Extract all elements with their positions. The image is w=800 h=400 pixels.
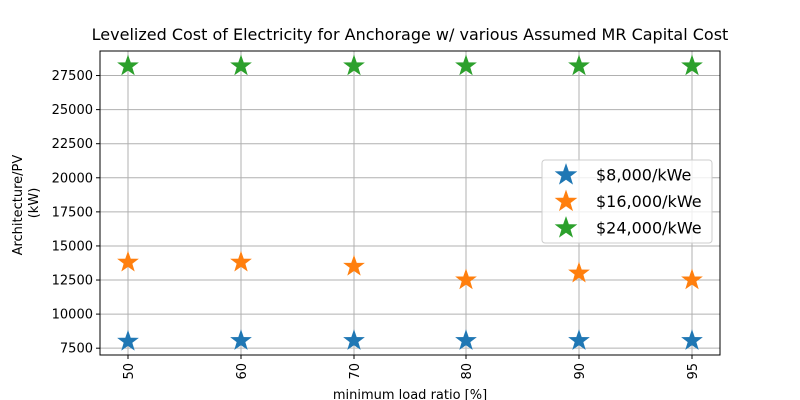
data-point <box>343 254 365 276</box>
x-tick-label: 70 <box>348 363 363 380</box>
y-tick-label: 27500 <box>52 69 93 84</box>
x-tick-label: 60 <box>235 363 250 380</box>
y-tick-label: 20000 <box>52 171 93 186</box>
plot-area: 7500 10000 12500 15000 17500 20000 22500 25000 2… <box>52 50 721 380</box>
y-tick-label: 7500 <box>60 342 93 357</box>
y-tick-label: 22500 <box>52 137 93 152</box>
series-2 <box>117 250 703 290</box>
data-point <box>117 54 139 76</box>
data-point <box>343 54 365 76</box>
series-3 <box>117 54 703 76</box>
y-axis-label-line-1: Architecture/PV <box>11 155 26 256</box>
data-point <box>681 54 703 76</box>
data-point <box>681 268 703 290</box>
y-axis-label-line-2: (kW) <box>27 188 42 219</box>
data-point <box>343 329 365 350</box>
legend-label: $8,000/kWe <box>596 166 691 185</box>
y-tick-label: 17500 <box>52 205 93 220</box>
data-point <box>230 54 252 76</box>
data-point <box>230 250 252 272</box>
axes-frame <box>99 50 721 356</box>
x-tick-label: 80 <box>460 363 475 380</box>
legend-item: $24,000/kWe <box>554 216 702 238</box>
y-tick-label: 10000 <box>52 308 93 323</box>
data-point <box>568 329 590 350</box>
data-point <box>455 268 477 290</box>
data-point <box>681 329 703 350</box>
data-point <box>230 329 252 350</box>
legend-box <box>541 159 713 244</box>
chart-title: Levelized Cost of Electricity for Anchor… <box>92 25 729 44</box>
x-tick-label: 50 <box>122 363 137 380</box>
legend-item: $16,000/kWe <box>554 189 702 212</box>
legend-marker <box>554 216 578 238</box>
data-point <box>117 329 139 351</box>
series-1 <box>117 329 703 351</box>
legend-marker <box>554 163 578 185</box>
data-point <box>568 54 590 76</box>
legend-label: $24,000/kWe <box>596 219 702 238</box>
data-point <box>455 329 477 350</box>
legend-marker <box>554 189 578 212</box>
legend-item: $8,000/kWe <box>554 163 691 185</box>
y-tick-label: 15000 <box>52 239 93 254</box>
x-axis-label: minimum load ratio [%] <box>333 388 487 400</box>
legend-label: $16,000/kWe <box>596 192 702 211</box>
data-point <box>117 250 139 272</box>
data-point <box>455 54 477 76</box>
x-tick-label: 90 <box>573 363 588 380</box>
x-tick-label: 95 <box>686 363 701 380</box>
data-point <box>568 261 590 283</box>
legend: $8,000/kWe $16,000/kWe $24,000/kWe <box>541 159 713 244</box>
y-tick-label: 25000 <box>52 103 93 118</box>
y-tick-label: 12500 <box>52 274 93 289</box>
y-axis-label: Architecture/PV (kW) <box>11 151 42 256</box>
